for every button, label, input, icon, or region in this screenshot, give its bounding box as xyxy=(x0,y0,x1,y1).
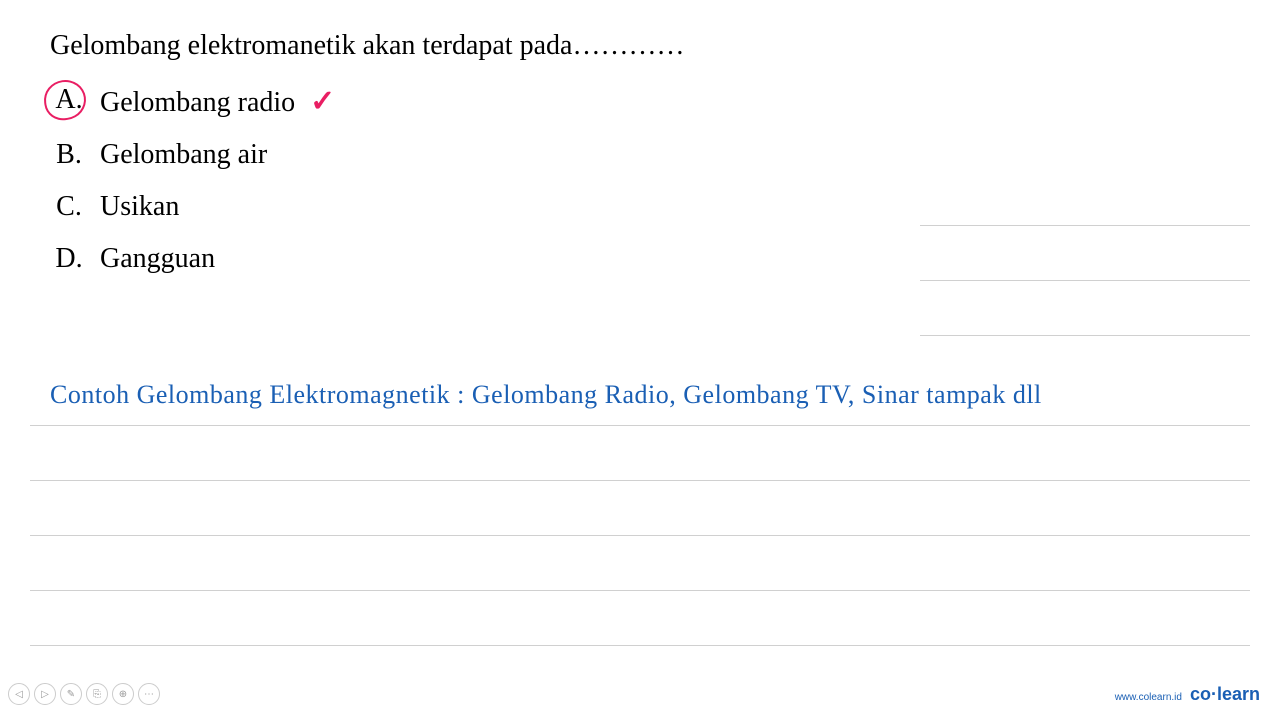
option-letter: C. xyxy=(50,191,88,223)
logo-suffix: learn xyxy=(1217,684,1260,704)
footer-controls: ◁ ▷ ✎ ⎘ ⊕ ⋯ xyxy=(8,683,160,705)
option-text: Usikan xyxy=(100,191,179,222)
footer-url: www.colearn.id xyxy=(1115,692,1182,703)
ruled-line xyxy=(30,645,1250,646)
handwritten-annotation: Contoh Gelombang Elektromagnetik : Gelom… xyxy=(50,380,1042,410)
option-b: B. Gelombang air xyxy=(50,139,1230,171)
ruled-line xyxy=(920,225,1250,226)
option-text: Gelombang air xyxy=(100,139,267,170)
ruled-line xyxy=(30,480,1250,481)
edit-icon[interactable]: ✎ xyxy=(60,683,82,705)
ruled-line xyxy=(920,335,1250,336)
next-icon[interactable]: ▷ xyxy=(34,683,56,705)
question-text: Gelombang elektromanetik akan terdapat p… xyxy=(50,30,1230,62)
option-text: Gelombang radio xyxy=(100,87,295,118)
footer-logo: co·learn xyxy=(1190,684,1260,705)
footer-branding: www.colearn.id co·learn xyxy=(1115,684,1260,705)
ruled-background xyxy=(0,225,1280,670)
ruled-line xyxy=(920,280,1250,281)
more-icon[interactable]: ⋯ xyxy=(138,683,160,705)
footer: ◁ ▷ ✎ ⎘ ⊕ ⋯ www.colearn.id co·learn xyxy=(0,678,1280,710)
option-letter: B. xyxy=(50,139,88,171)
copy-icon[interactable]: ⎘ xyxy=(86,683,108,705)
ruled-line xyxy=(30,535,1250,536)
ruled-line xyxy=(30,590,1250,591)
option-c: C. Usikan xyxy=(50,191,1230,223)
option-a: A. Gelombang radio ✓ xyxy=(50,84,1230,119)
prev-icon[interactable]: ◁ xyxy=(8,683,30,705)
option-letter: A. xyxy=(50,84,88,116)
checkmark-icon: ✓ xyxy=(310,85,335,118)
zoom-icon[interactable]: ⊕ xyxy=(112,683,134,705)
ruled-line xyxy=(30,425,1250,426)
logo-prefix: co xyxy=(1190,684,1211,704)
